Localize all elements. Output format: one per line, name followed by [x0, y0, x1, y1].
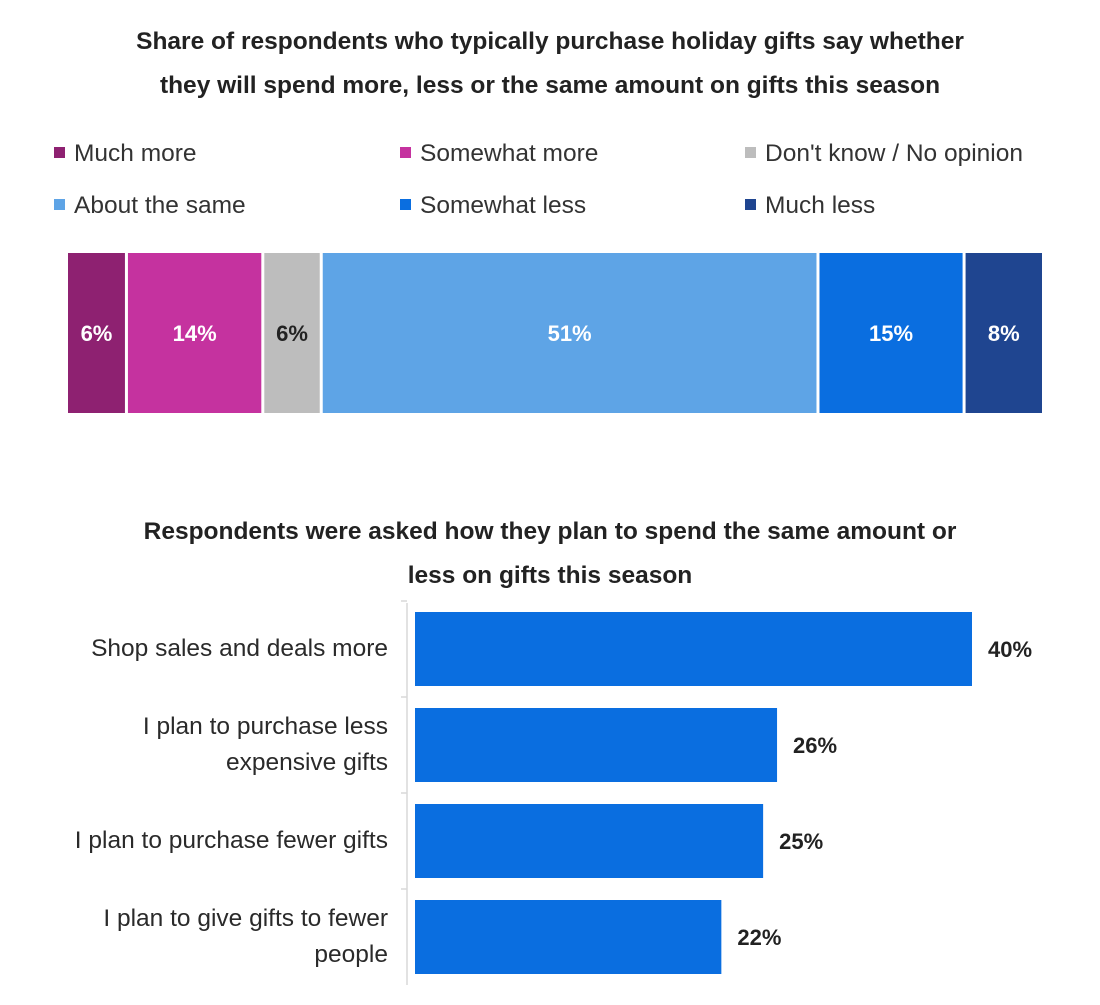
- chart-1-title-line-2: they will spend more, less or the same a…: [159, 72, 941, 99]
- bar: [415, 804, 764, 878]
- bar: [415, 612, 972, 686]
- legend-item-somewhat-less: Somewhat less: [400, 191, 586, 221]
- category-label-line: I plan to purchase fewer gifts: [74, 827, 388, 854]
- legend-swatch: [400, 147, 411, 159]
- legend-item-much-less: Much less: [745, 191, 875, 221]
- stacked-segment: [127, 253, 262, 413]
- legend-swatch: [745, 147, 756, 159]
- segment-value-label: 6%: [81, 321, 113, 346]
- bar-value-label: 26%: [793, 733, 837, 758]
- legend-label: Somewhat more: [420, 140, 599, 167]
- stacked-segment: [264, 253, 320, 413]
- category-label-less-expensive: I plan to purchase less expensive gifts: [8, 708, 388, 782]
- category-label-shop-sales: Shop sales and deals more: [8, 612, 388, 686]
- category-label-line: expensive gifts: [225, 749, 388, 776]
- bar: [415, 708, 778, 782]
- segment-value-label: 8%: [988, 321, 1020, 346]
- category-label-line: people: [314, 941, 388, 968]
- legend-swatch: [400, 199, 411, 211]
- segment-value-label: 6%: [276, 321, 308, 346]
- legend-label: Much less: [765, 192, 876, 219]
- legend-label: Much more: [74, 140, 197, 167]
- legend-swatch: [54, 199, 65, 211]
- bar-value-label: 25%: [779, 829, 823, 854]
- legend-item-somewhat-more: Somewhat more: [400, 139, 598, 169]
- legend-item-dont-know: Don't know / No opinion: [745, 139, 1023, 169]
- chart-2-title: Respondents were asked how they plan to …: [0, 510, 1100, 598]
- legend-label: Don't know / No opinion: [765, 140, 1023, 167]
- chart-1-title: Share of respondents who typically purch…: [0, 20, 1100, 108]
- segment-value-label: 15%: [869, 321, 913, 346]
- bar: [415, 900, 722, 974]
- category-label-line: Shop sales and deals more: [91, 635, 388, 662]
- stacked-segment: [322, 253, 817, 413]
- legend-item-about-the-same: About the same: [54, 191, 246, 221]
- legend-item-much-more: Much more: [54, 139, 197, 169]
- stacked-segment: [965, 253, 1042, 413]
- segment-value-label: 51%: [548, 321, 592, 346]
- category-label-line: I plan to purchase less: [142, 713, 388, 740]
- chart-1-title-line-1: Share of respondents who typically purch…: [136, 28, 964, 55]
- category-label-fewer-people: I plan to give gifts to fewer people: [8, 900, 388, 974]
- segment-value-label: 14%: [173, 321, 217, 346]
- legend-label: Somewhat less: [420, 192, 587, 219]
- legend-swatch: [745, 199, 756, 211]
- stacked-segment: [68, 253, 125, 413]
- bar-value-label: 40%: [988, 637, 1032, 662]
- stacked-segment: [819, 253, 963, 413]
- legend-swatch: [54, 147, 65, 159]
- legend-label: About the same: [74, 192, 246, 219]
- category-label-line: I plan to give gifts to fewer: [103, 905, 388, 932]
- chart-2-title-line-2: less on gifts this season: [407, 562, 693, 589]
- bar-value-label: 22%: [737, 925, 781, 950]
- chart-2-title-line-1: Respondents were asked how they plan to …: [143, 518, 957, 545]
- category-label-fewer-gifts: I plan to purchase fewer gifts: [8, 804, 388, 878]
